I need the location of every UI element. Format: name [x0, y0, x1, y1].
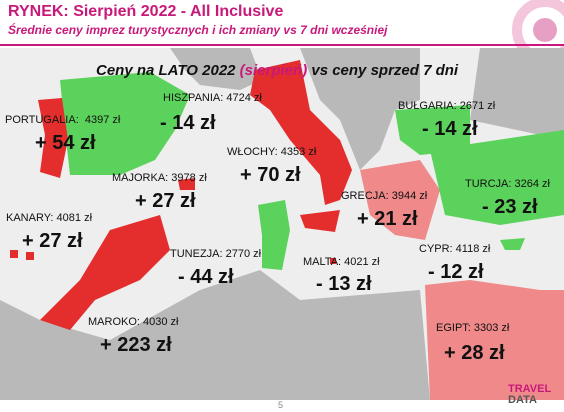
map-title-text: Ceny na LATO 2022 [96, 62, 240, 79]
malta [330, 258, 336, 264]
decor-dot [533, 18, 557, 42]
mallorca [178, 178, 195, 190]
canaries [10, 250, 34, 260]
bulgaria [395, 105, 470, 155]
subtitle: Średnie ceny imprez turystycznych i ich … [8, 23, 388, 37]
region-change: + 54 zł [35, 132, 96, 154]
italy [250, 60, 352, 232]
region-change: + 28 zł [444, 342, 505, 364]
region-label: HISZPANIA: 4724 zł [163, 92, 262, 104]
region-change: - 14 zł [422, 118, 478, 140]
logo-bottom: DATA [508, 394, 537, 406]
region-change: + 21 zł [357, 208, 418, 230]
region-change: - 12 zł [428, 261, 484, 283]
region-change: - 23 zł [482, 196, 538, 218]
turkey [430, 130, 564, 225]
region-label: MALTA: 4021 zł [303, 256, 380, 268]
tunisia [258, 200, 290, 270]
region-change: - 44 zł [178, 266, 234, 288]
region-change: + 27 zł [22, 230, 83, 252]
land [0, 48, 564, 400]
region-label: WŁOCHY: 4353 zł [227, 146, 317, 158]
region-label: CYPR: 4118 zł [419, 243, 491, 255]
region-label: MAROKO: 4030 zł [88, 316, 179, 328]
title: RYNEK: Sierpień 2022 - All Inclusive [8, 3, 284, 20]
portugal [38, 98, 68, 178]
cyprus [500, 238, 525, 250]
region-label: EGIPT: 3303 zł [436, 322, 510, 334]
logo: TRAVEL DATA [508, 384, 551, 406]
region-change: + 223 zł [100, 334, 172, 356]
spain [60, 72, 190, 175]
greece [360, 160, 440, 240]
map-title: Ceny na LATO 2022 (sierpień) vs ceny spr… [96, 62, 458, 79]
map-title-text: vs ceny sprzed 7 dni [307, 62, 459, 79]
region-change: + 27 zł [135, 190, 196, 212]
logo-top: TRAVEL [508, 383, 552, 395]
region-change: - 14 zł [160, 112, 216, 134]
page-number: 5 [278, 400, 284, 410]
egypt [425, 280, 564, 400]
region-label: GRECJA: 3944 zł [341, 190, 428, 202]
region-label: BUŁGARIA: 2671 zł [398, 100, 496, 112]
region-label: TUNEZJA: 2770 zł [170, 248, 262, 260]
region-label: MAJORKA: 3978 zł [112, 172, 207, 184]
region-label: TURCJA: 3264 zł [465, 178, 550, 190]
region-label: KANARY: 4081 zł [6, 212, 93, 224]
region-change: + 70 zł [240, 164, 301, 186]
morocco [40, 215, 170, 330]
region-change: - 13 zł [316, 273, 372, 295]
region-label: PORTUGALIA: 4397 zł [5, 114, 121, 126]
map-title-highlight: (sierpień) [239, 62, 308, 79]
